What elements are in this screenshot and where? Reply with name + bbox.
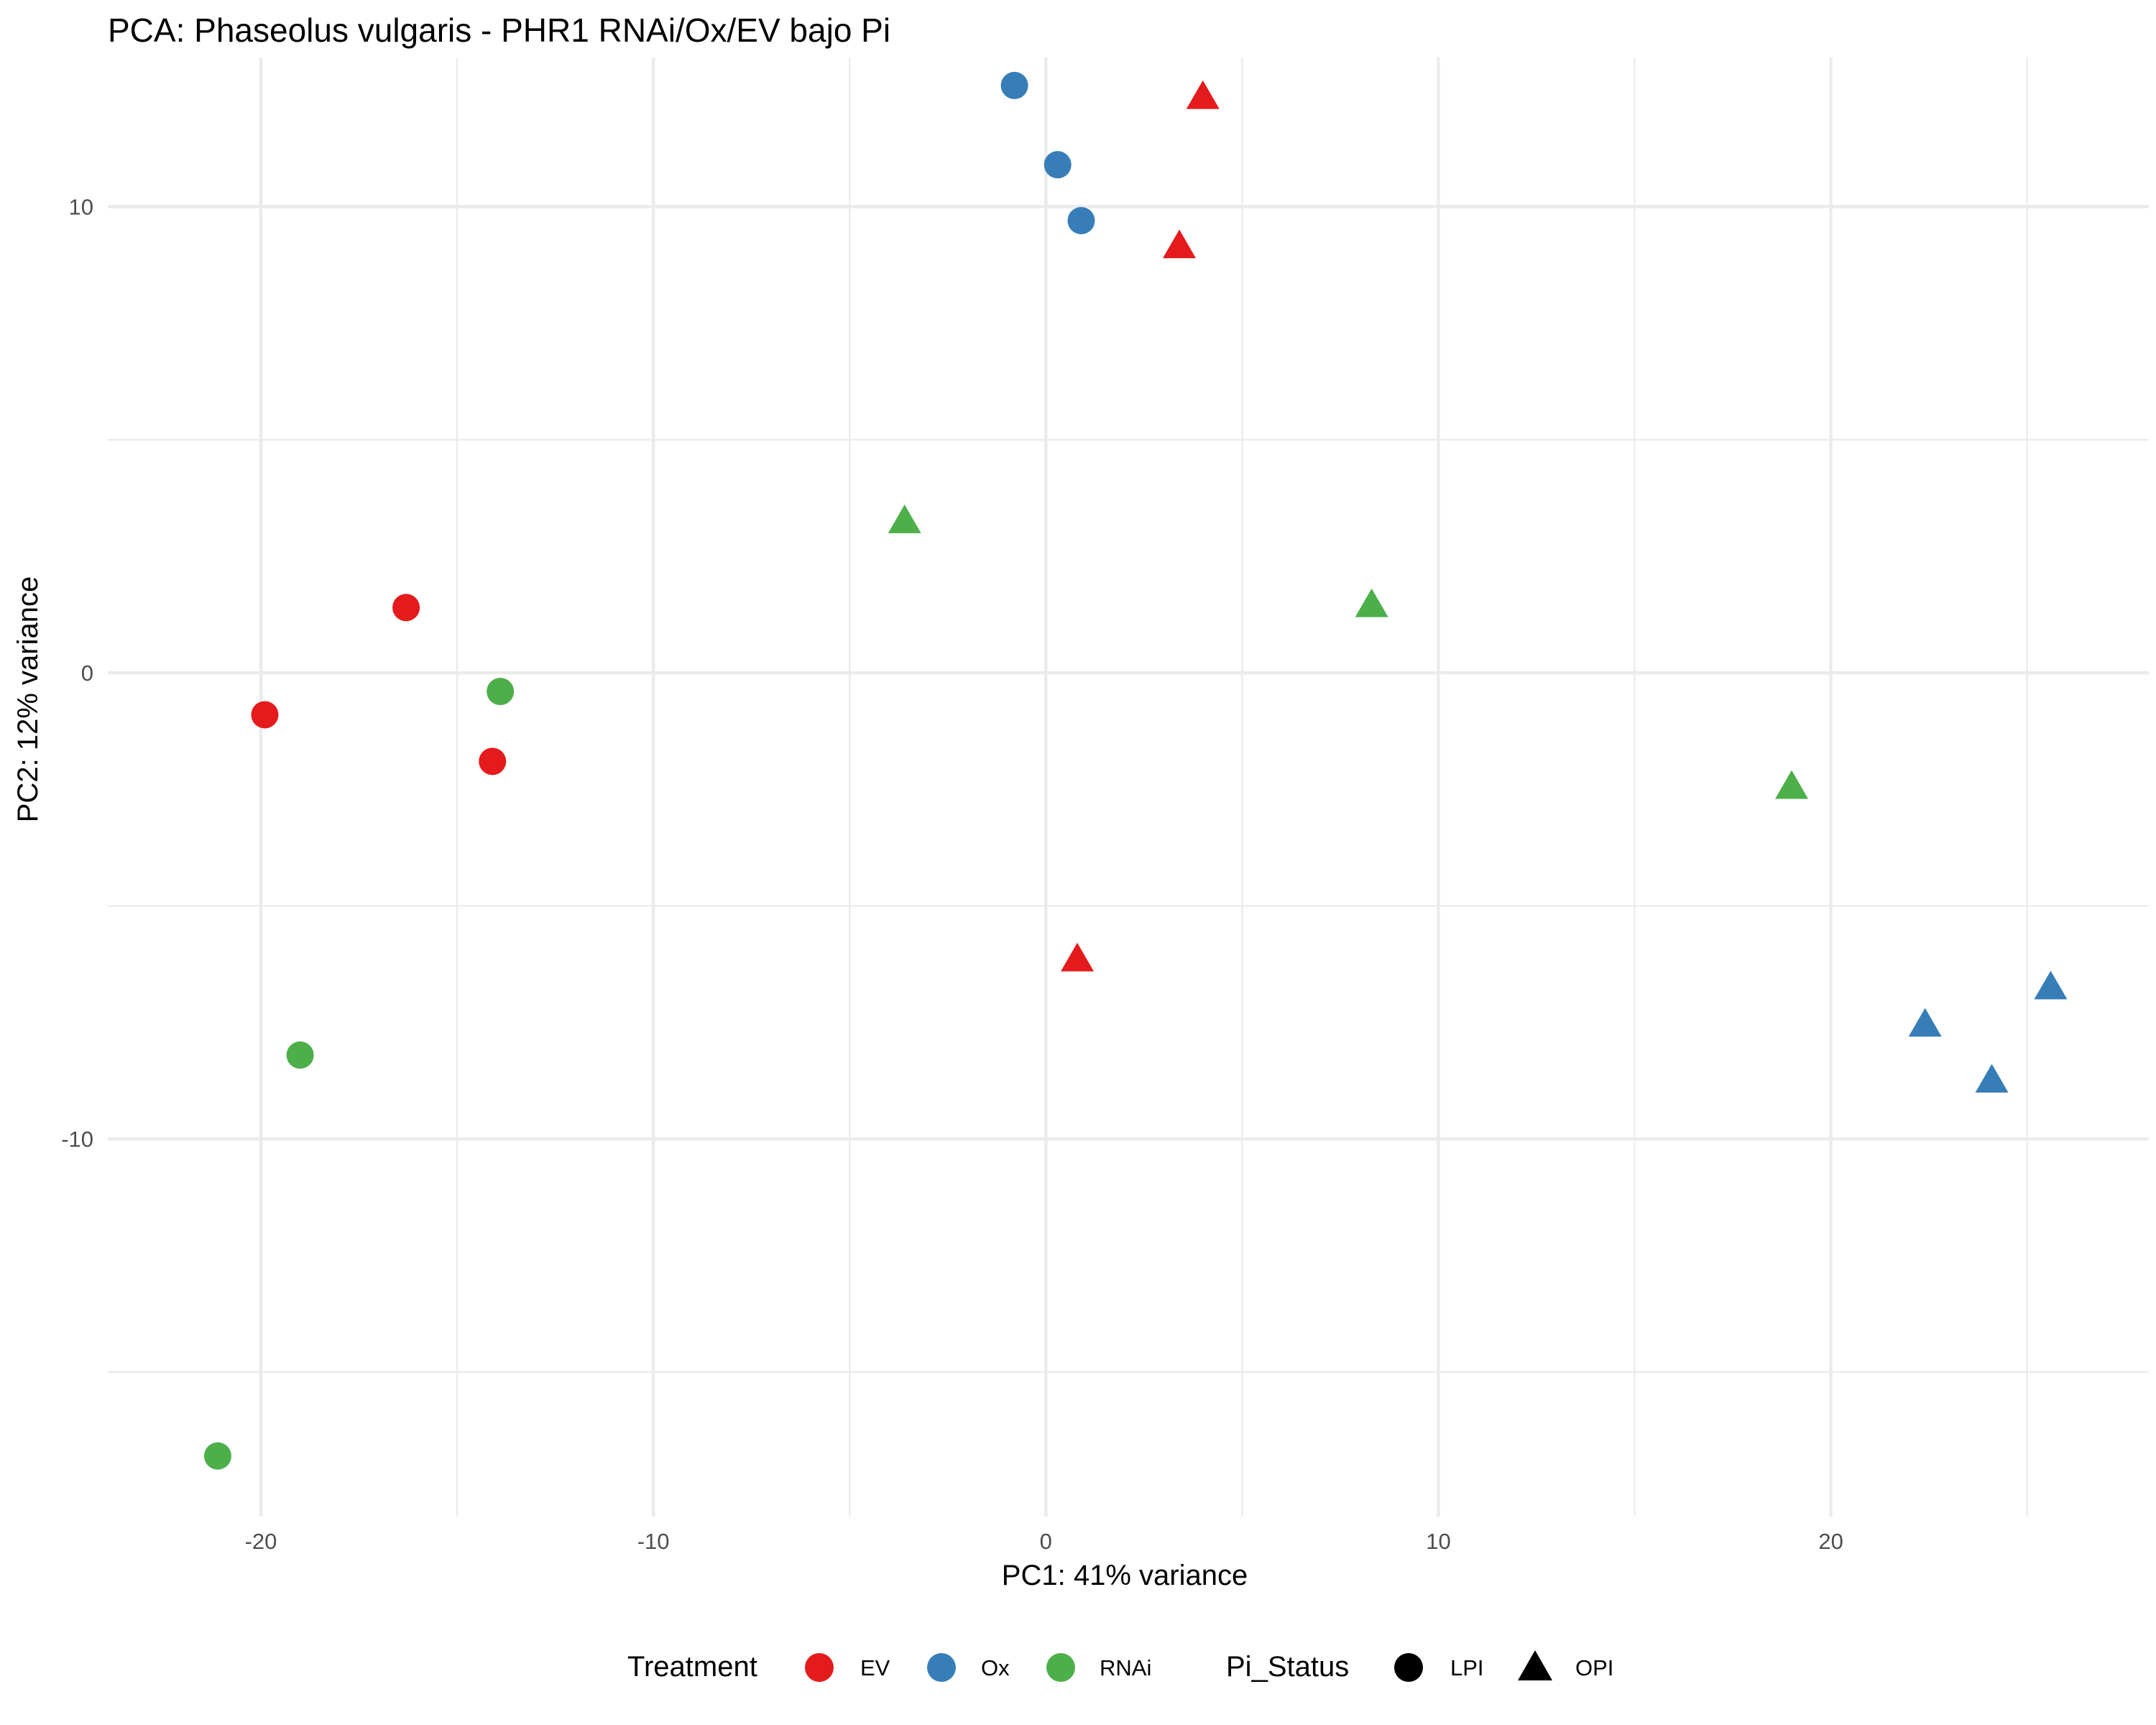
x-tick-label: -10 [637,1529,670,1554]
point-rnai-lpi [203,1442,231,1470]
y-tick-labels: -10 0 10 [61,195,93,1152]
point-rnai-opi [888,505,921,533]
x-tick-label: 20 [1818,1529,1843,1554]
legend-label-rnai: RNAi [1100,1655,1151,1680]
point-ox-opi [1908,1008,1942,1037]
y-tick-label: 10 [69,195,93,220]
x-axis-title: PC1: 41% variance [1002,1560,1248,1591]
y-tick-label: 0 [81,661,93,686]
legend-key-ev [805,1653,834,1682]
point-rnai-opi [1775,770,1808,799]
point-ox-lpi [1000,71,1028,99]
legend-label-lpi: LPI [1450,1655,1484,1680]
point-ox-lpi [1067,206,1095,234]
point-ox-opi [2034,970,2068,1000]
legend-label-opi: OPI [1575,1655,1613,1680]
point-ev-opi [1163,229,1196,259]
point-ev-opi [1186,80,1220,109]
point-ox-opi [1975,1064,2009,1093]
y-tick-label: -10 [61,1127,93,1152]
legend-title-treatment: Treatment [627,1651,757,1683]
point-ev-lpi [392,594,420,622]
grid [108,58,2149,1517]
chart-title: PCA: Phaseolus vulgaris - PHR1 RNAi/Ox/E… [108,12,890,49]
x-tick-label: 0 [1040,1529,1052,1554]
y-axis-title: PC2: 12% variance [12,576,44,822]
x-tick-label: 10 [1426,1529,1450,1554]
legend-title-pi-status: Pi_Status [1226,1651,1349,1683]
legend-key-opi [1518,1650,1552,1680]
legend-key-rnai [1046,1653,1075,1682]
point-ev-opi [1061,942,1094,972]
point-ev-lpi [251,701,279,729]
x-tick-labels: -20 -10 0 10 20 [245,1529,1843,1554]
point-rnai-opi [1355,588,1388,617]
legend-key-ox [927,1653,956,1682]
legend: Treatment EV Ox RNAi Pi_Status LPI OPI [627,1650,1613,1683]
point-ox-lpi [1044,151,1072,179]
point-ev-lpi [479,748,507,776]
legend-label-ox: Ox [981,1655,1010,1680]
data-points [203,71,2068,1470]
point-rnai-lpi [286,1041,314,1069]
x-tick-label: -20 [245,1529,277,1554]
legend-key-lpi [1394,1653,1423,1682]
legend-label-ev: EV [860,1655,890,1680]
point-rnai-lpi [487,678,515,706]
